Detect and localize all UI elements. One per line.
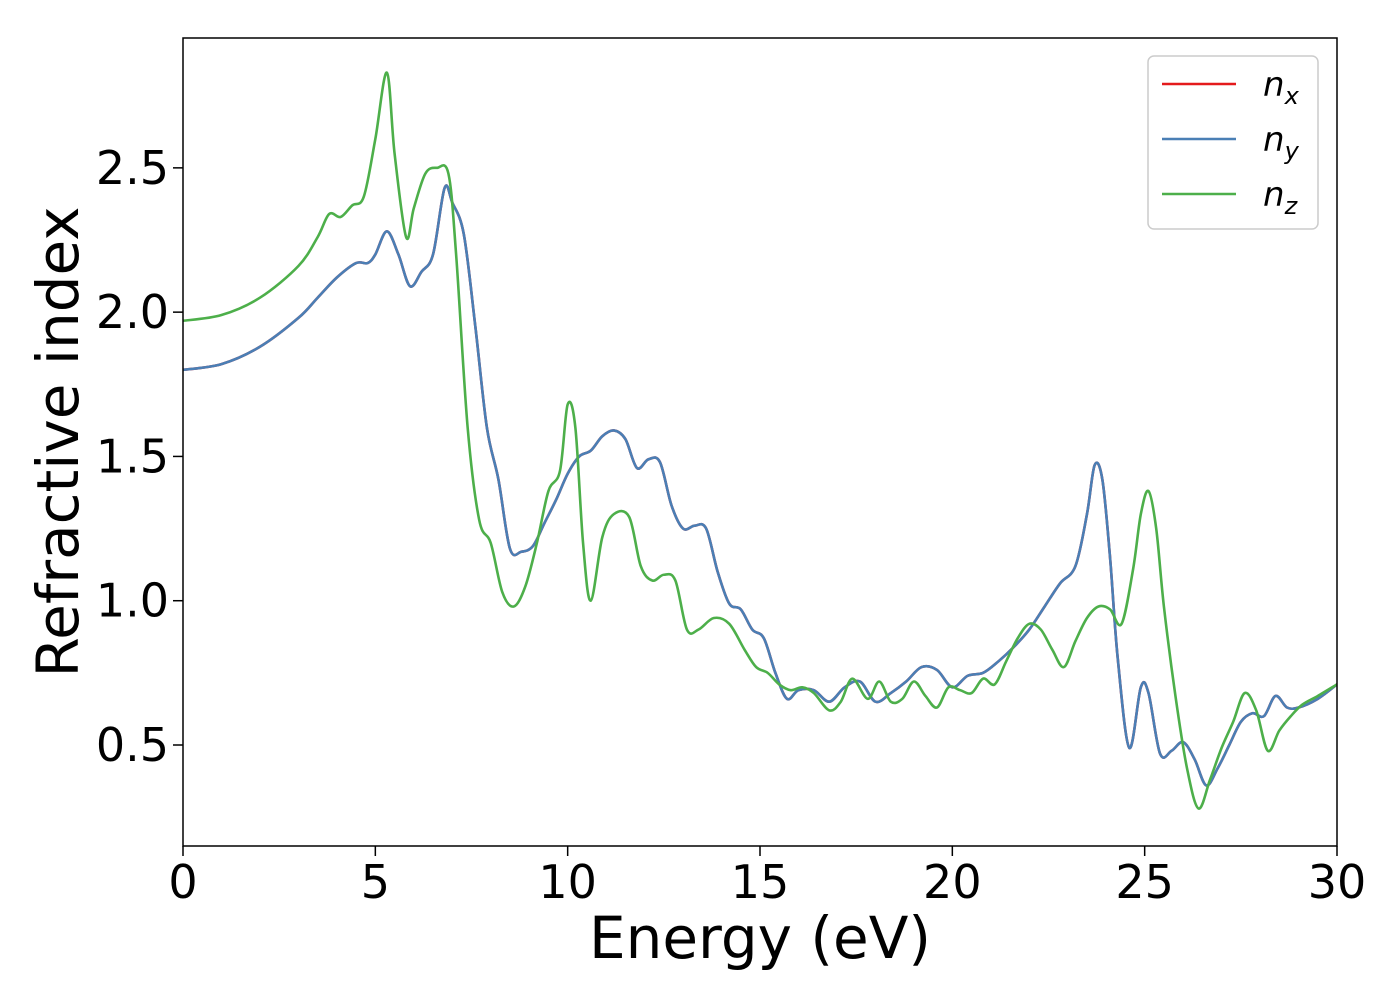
legend-label-y: ny <box>1263 120 1300 165</box>
legend-label-main: n <box>1263 65 1285 105</box>
y-tick-label: 0.5 <box>96 718 169 772</box>
series-line-z <box>183 71 1337 810</box>
y-tick-label: 1.5 <box>96 429 169 483</box>
legend-label-subscript: y <box>1284 137 1300 165</box>
y-axis-ticks: 0.5 1.0 1.5 2.0 2.5 <box>96 141 183 772</box>
legend-label-subscript: z <box>1284 192 1299 220</box>
series-layer <box>183 71 1337 810</box>
x-tick-label: 15 <box>731 855 790 909</box>
x-tick-label: 20 <box>923 855 982 909</box>
x-tick-label: 0 <box>168 855 197 909</box>
legend-label-main: n <box>1263 120 1285 160</box>
x-tick-label: 30 <box>1308 855 1367 909</box>
y-tick-label: 2.0 <box>96 285 169 339</box>
legend-label-x: nx <box>1263 65 1300 110</box>
series-line-y <box>183 184 1337 787</box>
legend-label-main: n <box>1263 175 1285 215</box>
x-axis-ticks: 0 5 10 15 20 25 30 <box>168 846 1366 909</box>
y-tick-label: 1.0 <box>96 574 169 628</box>
x-axis-title: Energy (eV) <box>589 904 931 972</box>
x-tick-label: 10 <box>538 855 597 909</box>
legend-box <box>1147 55 1319 230</box>
y-axis-title: Refractive index <box>24 206 92 677</box>
x-tick-label: 25 <box>1115 855 1174 909</box>
x-tick-label: 5 <box>361 855 390 909</box>
legend-label-z: nz <box>1263 175 1299 220</box>
y-tick-label: 2.5 <box>96 141 169 195</box>
legend-label-subscript: x <box>1284 82 1300 110</box>
